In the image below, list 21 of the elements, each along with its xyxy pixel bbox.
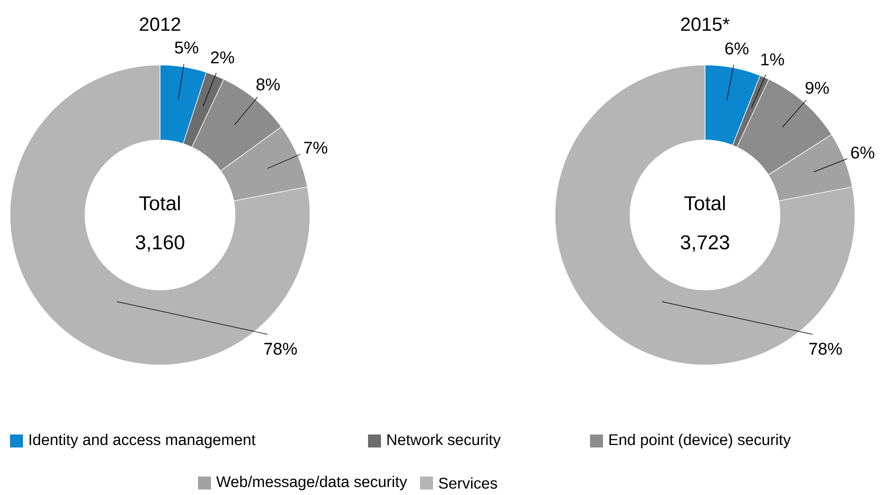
data-label: 6% [725, 42, 748, 55]
data-label: 8% [256, 78, 280, 90]
chart-title: 2015* [681, 18, 730, 31]
data-label: 1% [761, 53, 784, 66]
legend-label: Services [438, 477, 498, 489]
chart-title: 2012 [140, 18, 180, 31]
legend-label: Web/message/data security [216, 476, 408, 490]
data-label: 7% [304, 142, 328, 154]
data-label: 6% [851, 146, 874, 159]
legend-label: Identity and access management [30, 434, 256, 448]
data-label: 78% [809, 342, 842, 355]
text: Total [684, 196, 725, 210]
data-label: 78% [264, 342, 297, 355]
data-label: 5% [174, 42, 198, 54]
text: Total [139, 196, 180, 210]
data-label: 2% [210, 51, 234, 64]
legend-label: Network security [387, 434, 501, 448]
text: 3,723 [680, 235, 730, 252]
data-label: 9% [806, 82, 829, 94]
legend-label: End point (device) security [609, 434, 791, 448]
text: 3,160 [136, 235, 184, 252]
